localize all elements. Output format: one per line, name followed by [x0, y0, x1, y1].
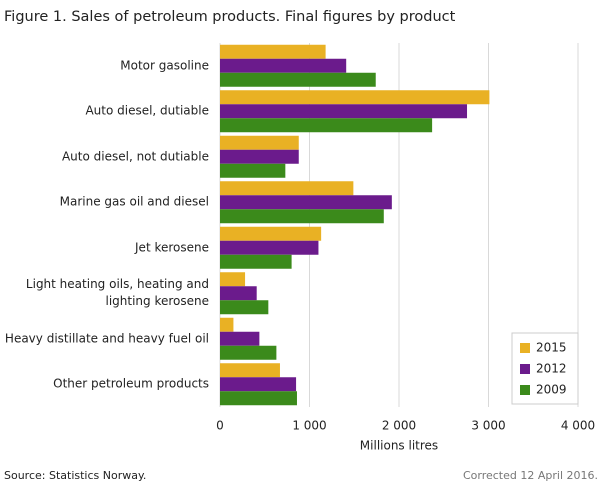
bar [220, 331, 260, 346]
bar [220, 391, 297, 406]
y-tick-label: Auto diesel, not dutiable [61, 149, 209, 164]
y-tick-label: Heavy distillate and heavy fuel oil [4, 331, 209, 346]
legend-swatch [520, 343, 530, 353]
x-tick-label: 0 [216, 419, 224, 433]
bar [220, 163, 286, 178]
bar [220, 209, 384, 224]
chart-title: Figure 1. Sales of petroleum products. F… [4, 9, 456, 25]
bar [220, 195, 392, 210]
bar [220, 272, 246, 287]
legend-label: 2009 [536, 383, 567, 397]
x-tick-label: 1 000 [292, 419, 326, 433]
note: Corrected 12 April 2016. [463, 469, 598, 482]
y-tick-label: Jet kerosene [135, 240, 209, 255]
bar [220, 345, 277, 360]
bar [220, 58, 347, 73]
y-tick-label: Light heating oils, heating and lighting… [25, 277, 209, 309]
y-tick-label: Motor gasoline [120, 58, 209, 73]
legend-swatch [520, 364, 530, 374]
bar [220, 226, 322, 241]
bar [220, 104, 468, 119]
bar [220, 240, 319, 255]
x-tick-label: 3 000 [471, 419, 505, 433]
bar [220, 300, 269, 315]
y-tick-label: Marine gas oil and diesel [59, 194, 209, 209]
bar [220, 72, 376, 87]
bar [220, 149, 299, 164]
legend-swatch [520, 385, 530, 395]
bar [220, 317, 234, 332]
bar [220, 286, 257, 301]
bar [220, 135, 299, 150]
bar [220, 363, 280, 378]
x-tick-label: 2 000 [382, 419, 416, 433]
bar [220, 90, 490, 105]
y-tick-label: Other petroleum products [53, 376, 209, 391]
x-axis-label: Millions litres [360, 439, 438, 453]
x-tick-label: 4 000 [561, 419, 595, 433]
source: Source: Statistics Norway. [4, 469, 146, 482]
y-tick-label: Auto diesel, dutiable [85, 103, 209, 118]
legend-label: 2012 [536, 362, 567, 376]
bar [220, 254, 292, 269]
legend-label: 2015 [536, 341, 567, 355]
bar [220, 118, 433, 133]
bar [220, 44, 326, 59]
bar [220, 181, 354, 196]
bar [220, 377, 297, 392]
